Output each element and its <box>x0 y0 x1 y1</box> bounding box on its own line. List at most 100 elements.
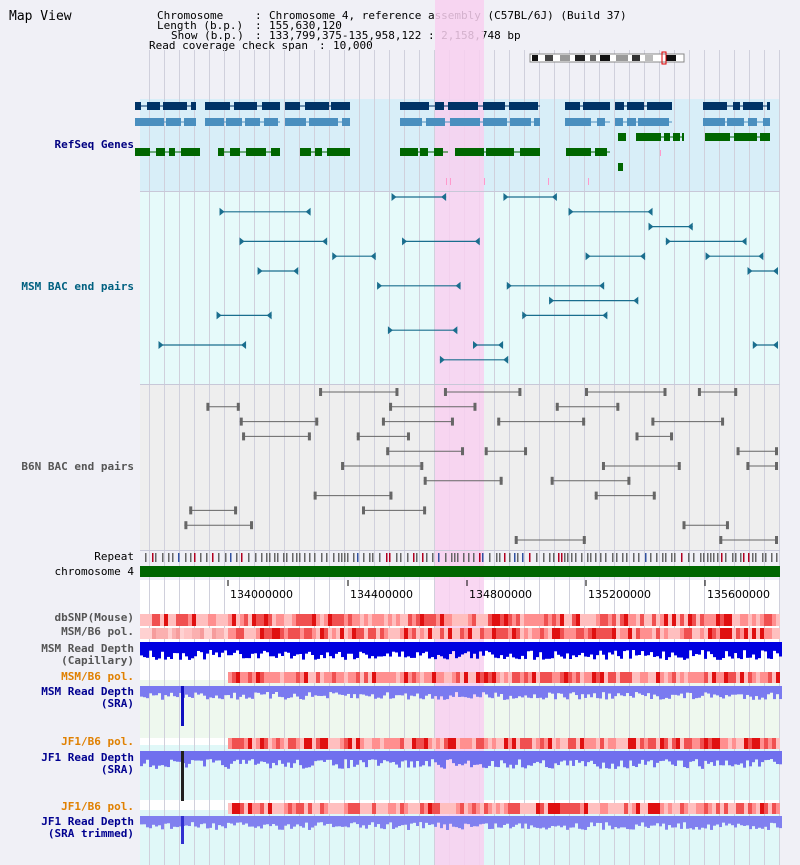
heat-cell <box>704 672 708 683</box>
msm-pair-end <box>257 267 263 275</box>
gene-exon <box>638 118 669 126</box>
depth-bar <box>359 642 362 652</box>
repeat-mark <box>422 553 424 562</box>
heat-cell <box>572 614 576 626</box>
heat-cell <box>252 628 256 639</box>
depth-bar <box>197 686 200 695</box>
heat-cell <box>372 672 376 683</box>
depth-bar <box>164 816 167 824</box>
msm-pair-end <box>506 281 512 290</box>
msm-pair-end <box>377 281 383 290</box>
track-label-msm-read-depth-sra: MSM Read Depth (SRA) <box>41 685 134 710</box>
depth-bar <box>491 751 494 762</box>
heat-cell <box>272 803 276 814</box>
heat-cell <box>296 628 300 639</box>
depth-bar <box>590 751 593 761</box>
heat-cell <box>504 738 508 749</box>
heat-cell <box>376 738 380 749</box>
repeat-mark <box>190 553 192 562</box>
repeat-mark <box>612 553 614 562</box>
heat-cell <box>652 738 656 749</box>
repeat-mark <box>341 553 343 562</box>
depth-bar <box>329 816 332 824</box>
depth-bar <box>221 816 224 827</box>
heat-cell <box>640 614 644 626</box>
depth-bar <box>464 686 467 698</box>
track-label-b6n-bac[interactable]: B6N BAC end pairs <box>21 460 134 473</box>
depth-bar <box>662 751 665 761</box>
depth-bar <box>383 642 386 657</box>
heat-cell <box>340 672 344 683</box>
ideogram-position-marker <box>661 51 667 65</box>
heat-cell <box>400 614 404 626</box>
repeat-mark <box>194 553 196 562</box>
gene-exon <box>565 118 591 126</box>
repeat-mark <box>725 553 727 562</box>
depth-bar <box>410 751 413 762</box>
depth-bar <box>281 816 284 830</box>
heat-cell <box>756 628 760 639</box>
heat-cell <box>776 614 780 626</box>
msm-pair-end <box>239 237 245 246</box>
depth-bar <box>290 751 293 768</box>
track-label-refseq-genes[interactable]: RefSeq Genes <box>54 138 134 151</box>
heat-cell <box>404 672 408 683</box>
depth-bar <box>539 642 542 653</box>
heat-cell <box>756 738 760 749</box>
depth-bar <box>197 751 200 761</box>
heat-cell <box>368 738 372 749</box>
depth-bar <box>629 686 632 696</box>
b6n-pair-end <box>242 432 246 441</box>
heat-cell <box>204 614 208 626</box>
depth-bar <box>620 642 623 659</box>
repeat-mark <box>369 553 371 562</box>
heat-cell <box>240 738 244 749</box>
depth-bar <box>665 816 668 830</box>
repeat-mark <box>489 553 491 562</box>
depth-bar <box>584 686 587 698</box>
repeat-mark <box>168 553 170 562</box>
track-label-msm-bac[interactable]: MSM BAC end pairs <box>21 280 134 293</box>
depth-bar <box>392 816 395 829</box>
heat-cell <box>668 803 672 814</box>
heat-cell <box>300 803 304 814</box>
depth-bar <box>452 686 455 697</box>
heat-cell <box>716 738 720 749</box>
depth-bar <box>191 686 194 698</box>
depth-bar <box>554 816 557 827</box>
heat-cell <box>584 614 588 626</box>
heat-cell <box>520 803 524 814</box>
msm-pair-end <box>648 222 654 231</box>
depth-bar <box>671 816 674 828</box>
depth-bar <box>557 642 560 655</box>
depth-bar <box>746 686 749 695</box>
heat-cell <box>316 803 320 814</box>
heat-cell <box>564 672 568 683</box>
depth-bar <box>440 816 443 829</box>
heat-cell <box>736 672 740 683</box>
heat-cell <box>536 672 540 683</box>
depth-bar <box>158 642 161 659</box>
heat-cell <box>412 614 416 626</box>
gene-exon <box>627 102 644 110</box>
depth-bar <box>341 816 344 827</box>
depth-bar <box>173 642 176 654</box>
heat-cell <box>492 803 496 814</box>
heat-cell <box>456 628 460 639</box>
depth-bar <box>200 642 203 653</box>
b6n-pair-end <box>356 432 360 441</box>
depth-bar <box>287 642 290 653</box>
heat-cell <box>448 672 452 683</box>
repeat-mark <box>633 553 635 562</box>
heat-cell <box>468 628 472 639</box>
repeat-mark <box>710 553 712 562</box>
depth-bar <box>410 686 413 696</box>
heat-cell <box>700 628 704 639</box>
depth-bar <box>287 686 290 699</box>
gene-exon <box>455 148 484 156</box>
gene-exon <box>327 148 350 156</box>
heat-cell <box>768 738 772 749</box>
depth-bar <box>563 642 566 659</box>
axis-tick-label: 135600000 <box>707 588 770 601</box>
